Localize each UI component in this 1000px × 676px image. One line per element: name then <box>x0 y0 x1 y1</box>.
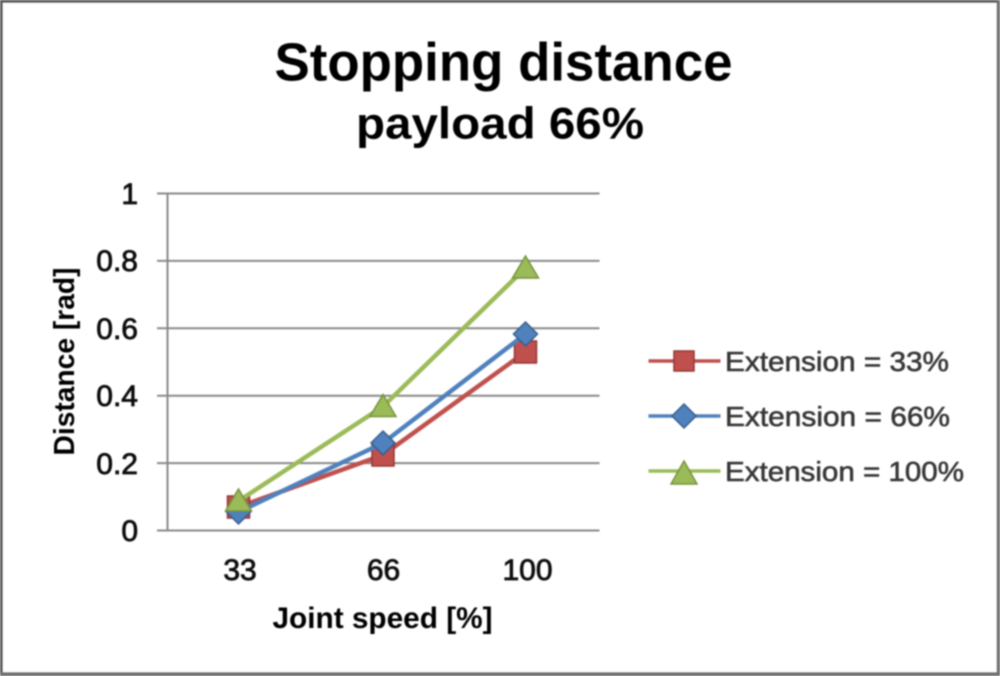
svg-text:Extension = 100%: Extension = 100% <box>725 456 964 487</box>
svg-text:0.4: 0.4 <box>96 380 138 413</box>
svg-text:0: 0 <box>121 515 138 548</box>
svg-text:Distance [rad]: Distance [rad] <box>49 268 81 456</box>
svg-text:66: 66 <box>367 554 400 587</box>
svg-text:100: 100 <box>502 554 552 587</box>
svg-text:1: 1 <box>121 178 138 211</box>
svg-text:0.6: 0.6 <box>96 313 138 346</box>
svg-text:Extension = 33%: Extension = 33% <box>725 346 949 377</box>
svg-text:33: 33 <box>223 554 256 587</box>
svg-text:0.8: 0.8 <box>96 245 138 278</box>
svg-text:Extension = 66%: Extension = 66% <box>725 401 950 432</box>
svg-text:0.2: 0.2 <box>96 448 138 481</box>
svg-text:Joint speed [%]: Joint speed [%] <box>273 602 493 635</box>
svg-text:payload 66%: payload 66% <box>356 100 644 149</box>
svg-text:Stopping distance: Stopping distance <box>275 33 733 93</box>
